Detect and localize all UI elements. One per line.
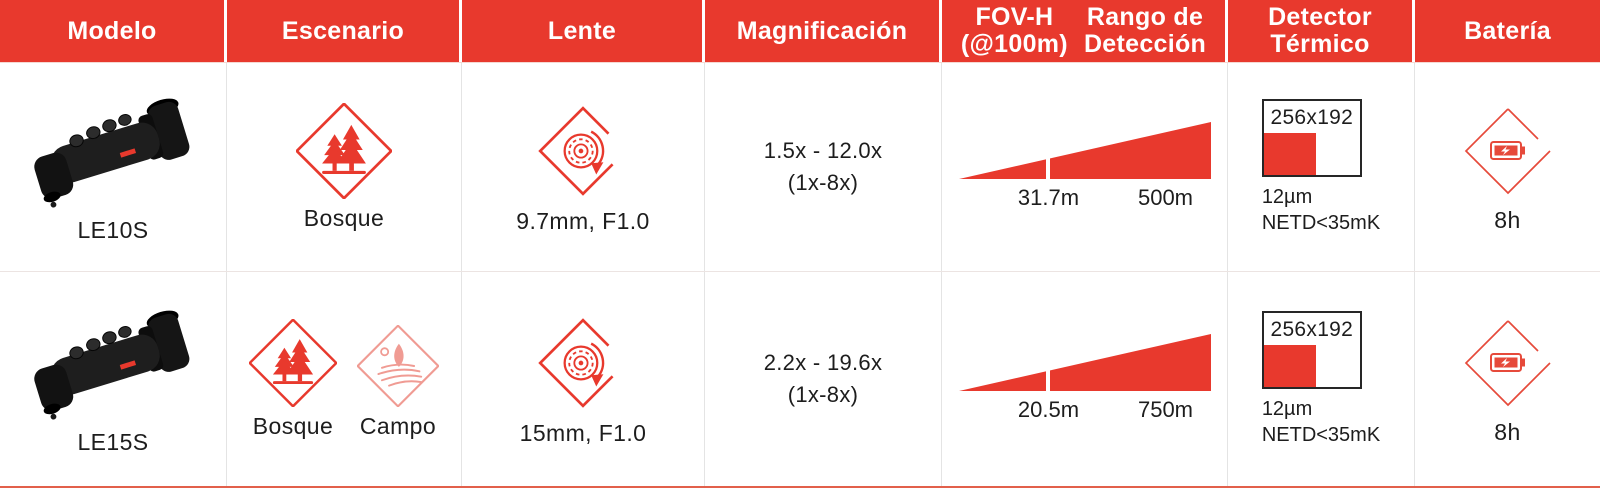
header-lente: Lente [462, 0, 705, 62]
scenario-label: Bosque [252, 412, 334, 439]
scenario-item: Bosque [296, 103, 392, 232]
forest-icon [249, 319, 337, 407]
lens-label: 15mm, F1.0 [519, 419, 647, 446]
magnification-cell: 1.5x - 12.0x (1x-8x) [705, 63, 942, 271]
field-icon [357, 325, 439, 407]
detector-resolution-box: 256x192 [1261, 99, 1362, 177]
detector-resolution: 256x192 [1270, 318, 1354, 341]
magnification-main: 1.5x - 12.0x [763, 138, 883, 164]
scenario-item: Bosque [249, 319, 337, 440]
fov-range-cell: 31.7m 500m [942, 63, 1228, 271]
detector-resolution: 256x192 [1270, 106, 1354, 129]
table-row-le15s: LE15S Bosque Campo 15mm, F1.0 2.2x - 19.… [0, 272, 1600, 486]
battery-icon [1458, 313, 1558, 413]
detector-pixel-pitch: 12µm [1261, 398, 1313, 420]
detector-cell: 256x192 12µm NETD<35mK [1228, 63, 1415, 271]
model-name: LE15S [77, 428, 149, 455]
magnification-cell: 2.2x - 19.6x (1x-8x) [705, 272, 942, 486]
table-header: Modelo Escenario Lente Magnificación FOV… [0, 0, 1600, 62]
detector-pixel-pitch: 12µm [1261, 186, 1313, 208]
fov-value: 31.7m [1017, 184, 1080, 210]
header-modelo-label: Modelo [67, 16, 157, 45]
detection-range-value: 500m [1137, 184, 1194, 210]
scenario-label: Campo [359, 412, 437, 439]
battery-life: 8h [1494, 206, 1521, 233]
battery-life: 8h [1494, 418, 1521, 445]
magnification-sub: (1x-8x) [787, 382, 859, 407]
battery-cell: 8h [1415, 272, 1600, 486]
lens-icon [532, 312, 634, 414]
header-lente-label: Lente [547, 16, 617, 45]
scenario-cell: Bosque [227, 63, 462, 271]
header-fov-rango: FOV-H (@100m) Rango de Detección [942, 0, 1228, 62]
scenario-cell: Bosque Campo [227, 272, 462, 486]
model-name: LE10S [77, 216, 149, 243]
header-escenario: Escenario [227, 0, 462, 62]
battery-icon [1458, 101, 1558, 201]
battery-cell: 8h [1415, 63, 1600, 271]
detector-cell: 256x192 12µm NETD<35mK [1228, 272, 1415, 486]
model-cell: LE10S [0, 63, 227, 271]
thermal-monocular-image [15, 303, 211, 429]
header-bateria: Batería [1415, 0, 1600, 62]
header-escenario-label: Escenario [281, 16, 405, 45]
detector-netd: NETD<35mK [1261, 212, 1381, 234]
lens-cell: 9.7mm, F1.0 [462, 63, 705, 271]
fov-range-wedge [959, 122, 1211, 179]
lens-cell: 15mm, F1.0 [462, 272, 705, 486]
fov-value: 20.5m [1017, 396, 1080, 422]
model-cell: LE15S [0, 272, 227, 486]
fov-range-wedge [959, 334, 1211, 391]
scenario-label: Bosque [303, 204, 385, 231]
header-fov-label: FOV-H (@100m) [960, 3, 1068, 58]
lens-label: 9.7mm, F1.0 [516, 207, 650, 234]
header-bateria-label: Batería [1464, 16, 1551, 45]
detection-range-value: 750m [1137, 396, 1194, 422]
header-rango-label: Rango de Detección [1083, 3, 1207, 58]
header-magnificacion-label: Magnificación [736, 16, 908, 45]
scenario-item: Campo [357, 325, 439, 440]
header-magnificacion: Magnificación [705, 0, 942, 62]
forest-icon [296, 103, 392, 199]
fov-range-cell: 20.5m 750m [942, 272, 1228, 486]
table-row-le10s: LE10S Bosque 9.7mm, F1.0 1.5x - 12.0x (1… [0, 63, 1600, 272]
header-modelo: Modelo [0, 0, 227, 62]
lens-icon [532, 100, 634, 202]
table-bottom-border [0, 486, 1600, 488]
magnification-sub: (1x-8x) [787, 170, 859, 195]
header-detector: Detector Térmico [1228, 0, 1415, 62]
pixel-pitch-square-icon [1263, 345, 1316, 387]
thermal-monocular-image [15, 91, 211, 217]
pixel-pitch-square-icon [1263, 133, 1316, 175]
magnification-main: 2.2x - 19.6x [763, 350, 883, 376]
header-underline [0, 62, 1600, 63]
detector-netd: NETD<35mK [1261, 424, 1381, 446]
detector-resolution-box: 256x192 [1261, 311, 1362, 389]
